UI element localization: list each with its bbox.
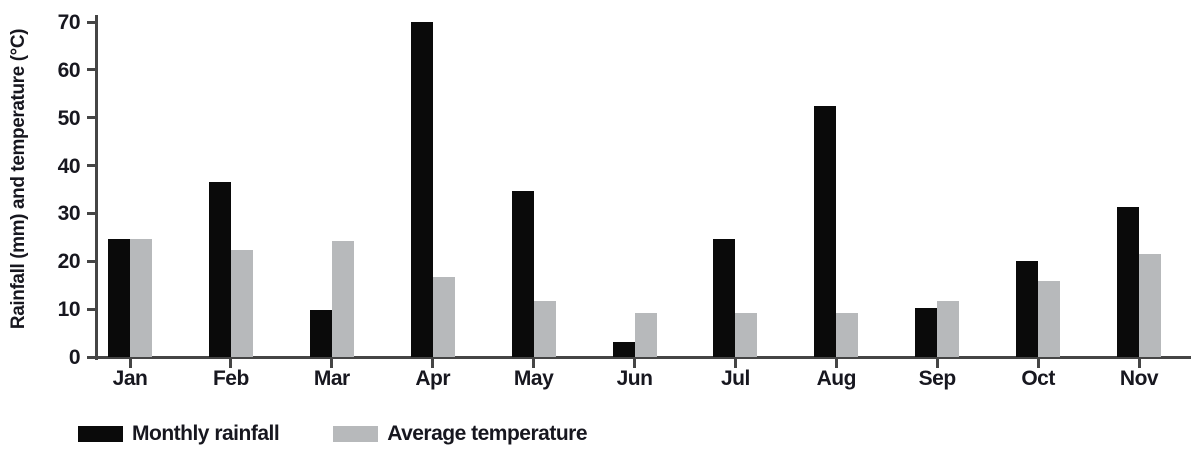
temperature-bar-jan [130, 239, 152, 357]
x-tick-label-apr: Apr [415, 367, 451, 390]
y-tick-mark [87, 68, 97, 72]
x-tick-mark [733, 359, 737, 368]
x-tick-label-feb: Feb [212, 367, 249, 390]
rainfall-bar-apr [410, 22, 433, 357]
y-tick-mark [87, 307, 97, 311]
legend: Monthly rainfall Average temperature [78, 422, 588, 445]
legend-item-average-temperature: Average temperature [333, 422, 588, 445]
rainfall-bar-feb [208, 181, 231, 357]
x-tick-mark [633, 359, 636, 368]
temperature-bar-jul [735, 313, 758, 357]
temperature-bar-jun [634, 312, 657, 357]
y-tick-label: 50 [57, 106, 81, 130]
x-tick-mark [532, 359, 536, 368]
x-tick-mark [431, 359, 435, 368]
y-tick-label: 10 [57, 298, 81, 322]
x-tick-label-mar: Mar [313, 367, 350, 390]
monthly-rainfall-label: Monthly rainfall [132, 422, 280, 445]
y-tick-mark [87, 355, 97, 359]
x-tick-label-jul: Jul [720, 367, 750, 390]
y-axis-line [95, 15, 98, 360]
y-tick-label: 30 [57, 202, 81, 226]
y-tick-label: 0 [68, 346, 81, 369]
average-temperature-swatch [333, 425, 379, 442]
temperature-bar-may [533, 300, 556, 357]
x-tick-mark [834, 359, 838, 368]
temperature-bar-mar [331, 240, 354, 357]
x-tick-mark [128, 359, 132, 368]
temperature-bar-apr [432, 276, 455, 357]
rainfall-bar-aug [814, 105, 837, 357]
rainfall-bar-jul [713, 239, 736, 357]
x-tick-label-jun: Jun [616, 367, 653, 390]
rainfall-bar-may [511, 190, 534, 357]
x-tick-label-aug: Aug [816, 367, 857, 390]
x-tick-label-jan: Jan [112, 367, 148, 390]
y-tick-label: 70 [57, 11, 81, 34]
rainfall-bar-nov [1117, 207, 1139, 357]
rainfall-bar-sep [915, 308, 938, 357]
y-axis-title: Rainfall (mm) and temperature (°C) [8, 28, 29, 330]
monthly-rainfall-swatch [78, 425, 123, 442]
temperature-bar-aug [836, 312, 859, 357]
x-tick-mark [1137, 359, 1141, 368]
x-tick-mark [935, 359, 939, 368]
x-tick-mark [229, 359, 233, 368]
rainfall-bar-mar [309, 309, 332, 357]
average-temperature-label: Average temperature [387, 422, 588, 445]
rainfall-bar-jan [108, 239, 130, 357]
x-tick-mark [330, 359, 334, 368]
y-tick-mark [87, 259, 97, 263]
y-tick-mark [87, 116, 97, 120]
temperature-bar-sep [937, 300, 960, 357]
y-tick-mark [87, 20, 97, 24]
temperature-bar-nov [1139, 254, 1161, 357]
x-tick-label-sep: Sep [918, 367, 957, 390]
temperature-bar-feb [230, 250, 253, 357]
y-tick-label: 20 [57, 250, 81, 274]
y-tick-label: 40 [57, 154, 81, 178]
rainfall-bar-jun [612, 341, 635, 357]
x-tick-label-oct: Oct [1021, 367, 1055, 390]
temperature-bar-oct [1038, 280, 1061, 357]
y-tick-mark [87, 164, 97, 168]
x-tick-label-nov: Nov [1119, 367, 1159, 390]
rainfall-bar-oct [1016, 261, 1039, 357]
legend-item-monthly-rainfall: Monthly rainfall [78, 422, 280, 445]
y-tick-mark [87, 211, 97, 215]
x-tick-mark [1036, 359, 1040, 368]
x-axis-line [95, 356, 1191, 359]
x-tick-label-may: May [513, 367, 554, 390]
y-tick-label: 60 [57, 58, 81, 82]
